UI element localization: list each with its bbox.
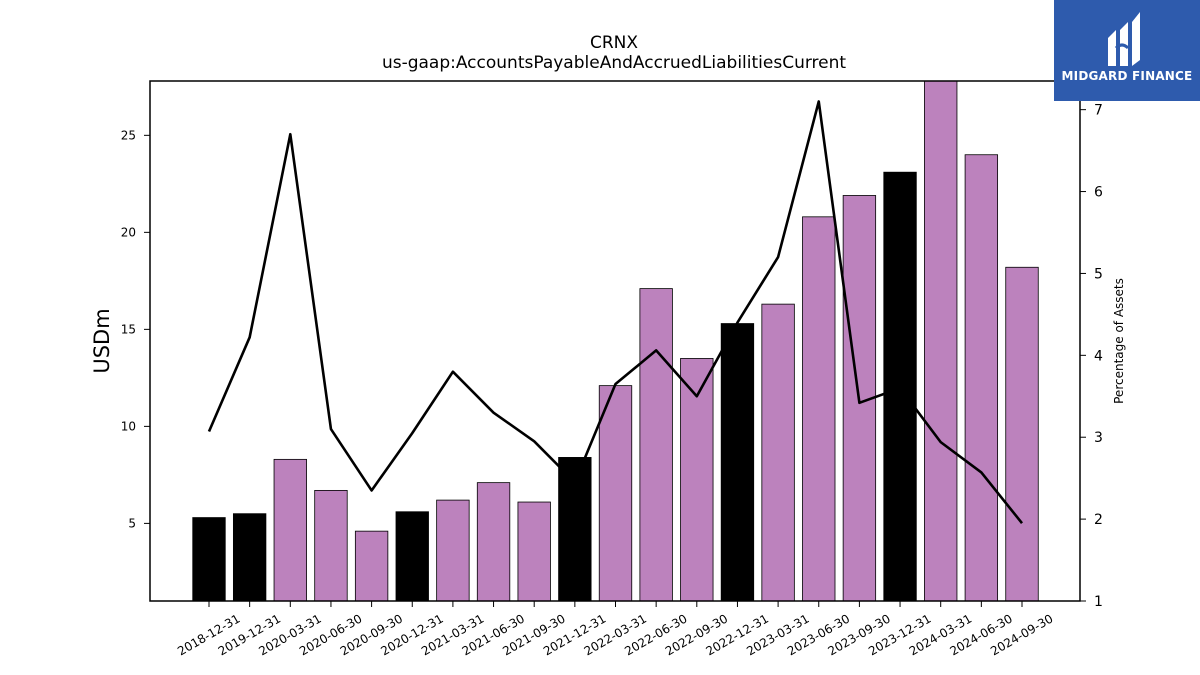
bar [476,482,511,602]
bar [964,154,999,602]
bar [598,385,633,602]
y-right-tick-label: 7 [1094,103,1103,119]
bar [192,517,226,602]
bar [1005,266,1039,602]
logo-mark-icon [1108,12,1140,66]
chart-subtitle: us-gaap:AccountsPayableAndAccruedLiabili… [382,53,846,73]
y-right-tick-label: 2 [1094,512,1103,528]
bar [517,501,551,602]
bar [436,499,470,602]
bar-series [192,80,1039,602]
bar [720,323,755,602]
bar [314,489,348,602]
y-tick-label: 20 [121,225,136,239]
y-right-tick-label: 3 [1094,430,1103,446]
x-axis: 2018-12-312019-12-312020-03-312020-06-30… [175,601,1056,658]
line-path [207,100,1024,525]
bar [883,171,917,602]
bar [273,458,307,602]
bar [802,216,836,602]
bar [639,288,673,602]
y-right-tick-label: 5 [1094,266,1103,282]
line-series [207,100,1024,525]
y-tick-label: 10 [121,419,136,433]
logo-text: MIDGARD FINANCE [1061,69,1193,83]
y-right-tick-label: 4 [1094,348,1103,364]
bar [232,513,267,602]
y-axis-label-right: Percentage of Assets [1112,278,1126,404]
bar [761,303,795,602]
chart-title: CRNX [590,33,638,53]
y-tick-label: 15 [121,322,136,336]
y-axis-left: 5 10 15 20 25 [121,128,150,530]
bar [395,511,429,602]
y-axis-label: USDm [90,308,114,373]
bar [924,80,958,602]
y-right-tick-label: 6 [1094,185,1103,201]
y-tick-label: 5 [128,516,136,530]
y-axis-right: 1 2 3 4 5 6 7 [1080,103,1103,610]
brand-logo: MIDGARD FINANCE [1054,0,1200,101]
y-right-tick-label: 1 [1094,594,1103,610]
y-tick-label: 25 [121,128,136,142]
bar [354,530,389,602]
